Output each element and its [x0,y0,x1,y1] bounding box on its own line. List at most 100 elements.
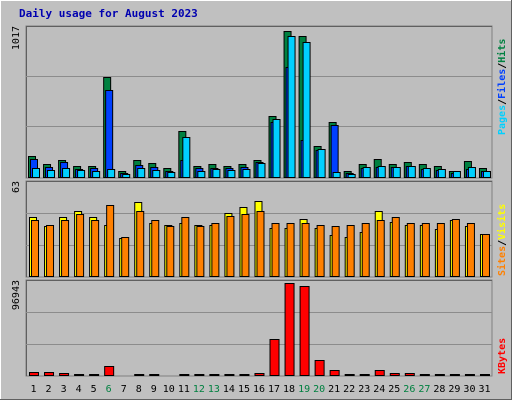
sites-bar-25 [391,217,400,277]
pages-bar-7 [122,174,131,178]
kbytes-bar-30 [464,374,475,376]
kbytes-bar-25 [389,373,400,376]
kbytes-bar-17 [269,339,280,376]
sites-bar-10 [166,226,175,277]
legend-visits: Visits [496,204,508,240]
legend-separator-1: / [497,99,508,105]
sites-bar-23 [361,223,370,277]
kbytes-bar-20 [314,360,325,376]
sites-bar-16 [256,211,265,277]
x-tick-label-2: 2 [46,384,52,395]
sites-bar-14 [226,216,235,277]
x-tick-label-17: 17 [268,384,280,395]
x-tick-label-14: 14 [223,384,235,395]
x-tick-label-18: 18 [283,384,295,395]
kbytes-bar-13 [209,374,220,376]
kbytes-bar-11 [179,374,190,376]
legend-pages: Pages [497,105,508,135]
x-tick-label-1: 1 [31,384,37,395]
pages-bar-26 [407,166,416,178]
y-axis-max-label-2: 63 [11,181,22,193]
legend-files: Files [496,69,508,99]
kbytes-bar-3 [59,373,70,376]
x-tick-label-16: 16 [253,384,265,395]
x-tick-label-22: 22 [343,384,355,395]
y-axis-max-label-1: 1017 [11,26,22,50]
kbytes-bar-2 [44,372,55,376]
sites-bar-11 [181,217,190,277]
x-tick-label-10: 10 [163,384,175,395]
sites-bar-29 [451,219,460,277]
legend-separator-2: / [497,63,508,69]
pages-bar-24 [377,166,386,178]
kbytes-bar-8 [134,374,145,376]
sites-bar-4 [76,214,85,277]
sites-bar-20 [316,225,325,277]
pages-bar-28 [437,169,446,178]
kbytes-bar-22 [344,374,355,376]
x-tick-label-15: 15 [238,384,250,395]
pages-bar-4 [77,170,86,178]
kbytes-bar-5 [89,374,100,376]
x-tick-label-30: 30 [463,384,475,395]
pages-bar-3 [62,168,71,178]
plot-area-3 [25,279,493,377]
x-tick-label-19: 19 [298,384,310,395]
kbytes-bar-24 [374,370,385,376]
sites-bar-24 [376,220,385,277]
x-tick-label-27: 27 [418,384,430,395]
sites-bar-31 [481,234,490,277]
sites-bar-1 [31,220,39,277]
x-tick-label-12: 12 [193,384,205,395]
pages-bar-22 [347,174,356,178]
sites-bar-28 [436,223,445,277]
sites-bar-17 [271,223,280,277]
pages-bar-14 [227,170,236,178]
sites-bar-12 [196,226,205,277]
pages-bar-16 [257,163,266,178]
sites-bar-2 [46,225,55,277]
pages-bar-31 [482,171,491,178]
kbytes-bar-31 [479,374,490,376]
kbytes-bar-19 [299,286,310,376]
pages-bar-5 [92,171,101,178]
sites-bar-27 [421,223,430,277]
x-tick-label-5: 5 [91,384,97,395]
x-tick-label-6: 6 [106,384,112,395]
pages-bar-19 [302,42,311,178]
x-tick-label-8: 8 [136,384,142,395]
kbytes-bar-1 [29,372,39,376]
sites-bar-30 [466,223,475,277]
pages-bar-18 [287,36,296,178]
x-tick-label-25: 25 [388,384,400,395]
x-tick-label-20: 20 [313,384,325,395]
kbytes-bar-28 [434,374,445,376]
pages-bar-6 [107,169,116,178]
sites-bar-19 [301,223,310,277]
kbytes-bar-6 [104,366,115,376]
sites-bar-9 [151,220,160,277]
sites-bar-8 [136,211,145,277]
kbytes-bar-26 [404,373,415,376]
plot-area-1 [25,25,493,179]
x-tick-label-21: 21 [328,384,340,395]
pages-bar-27 [422,168,431,178]
pages-bar-23 [362,167,371,178]
x-tick-label-31: 31 [478,384,490,395]
sites-bar-21 [331,226,340,277]
sites-bar-26 [406,223,415,277]
pages-bar-9 [152,170,161,178]
pages-bar-10 [167,172,176,178]
pages-bar-29 [452,171,461,178]
sites-bar-22 [346,225,355,277]
x-tick-label-13: 13 [208,384,220,395]
x-tick-label-24: 24 [373,384,385,395]
legend-separator-3: / [497,240,508,246]
legend-sites: Sites [496,246,508,276]
sites-bar-5 [91,220,100,277]
kbytes-bar-16 [254,373,265,376]
kbytes-bar-14 [224,374,235,376]
pages-bar-15 [242,169,251,178]
x-tick-label-9: 9 [151,384,157,395]
legend-top: Pages/Files/Hits [496,39,508,135]
